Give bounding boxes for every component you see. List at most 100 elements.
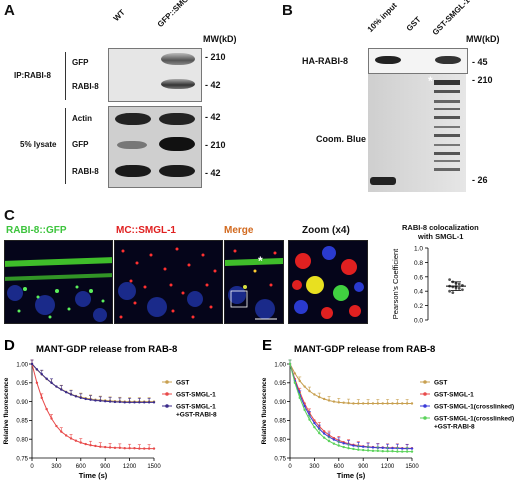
data-point — [138, 401, 141, 404]
data-point — [94, 399, 97, 402]
legend-label: GST — [176, 380, 189, 387]
lane-gfp-smgl1: GFP::SMGL-1 — [155, 0, 199, 30]
ip-row-gfp-label: GFP — [72, 58, 89, 67]
micrograph-zoom — [288, 240, 368, 324]
data-point — [386, 402, 389, 405]
xtick-label: 600 — [76, 464, 87, 470]
lysate-row-gfp-label: GFP — [72, 140, 89, 149]
data-point — [352, 444, 355, 447]
data-point — [381, 446, 384, 450]
mw-header-a: MW(kD) — [203, 34, 237, 44]
data-point — [40, 372, 43, 376]
xtick-label: 1200 — [123, 464, 137, 470]
ip-rabi8-band — [161, 79, 195, 89]
data-point — [35, 381, 39, 384]
data-point — [74, 395, 78, 398]
pulldown-input-band — [375, 56, 401, 64]
ip-row-rabi8-label: RABI-8 — [72, 82, 99, 91]
ytick-label: 0.95 — [16, 381, 28, 387]
red-dots-svg — [118, 247, 217, 319]
data-point — [342, 442, 345, 445]
legend-marker — [165, 392, 169, 396]
chart-title: MANT-GDP release from RAB-8 — [294, 344, 435, 355]
merge-dots-svg — [228, 249, 277, 320]
data-point — [371, 449, 375, 453]
coloc-ylabel: Pearson's Coefficient — [391, 248, 400, 319]
data-point — [298, 396, 301, 400]
data-point — [293, 381, 297, 384]
coloc-point — [457, 282, 461, 286]
xlabel: Time (s) — [79, 471, 108, 480]
lysate-rabi8-band-gfp — [159, 165, 195, 177]
lysate-gfp-band — [159, 137, 195, 151]
data-point — [376, 449, 380, 453]
xtick-label: 0 — [30, 464, 34, 470]
data-point — [104, 445, 107, 449]
panel-c-label: C — [4, 207, 15, 224]
data-point — [69, 393, 73, 396]
data-point — [55, 424, 58, 428]
data-point — [396, 450, 399, 453]
data-point — [410, 450, 414, 453]
data-point — [108, 446, 112, 449]
data-point — [362, 402, 365, 405]
data-point — [60, 388, 63, 391]
data-point — [313, 421, 316, 425]
data-point — [357, 402, 360, 405]
data-point — [303, 385, 306, 388]
data-point — [366, 449, 370, 452]
ip-gfp-band — [161, 53, 195, 65]
data-point — [40, 396, 43, 400]
gel-mw-26: - 26 — [472, 175, 488, 185]
data-point — [138, 447, 141, 450]
ytick-label: 0.90 — [16, 400, 28, 406]
legend-label: GST-SMGL-1(crosslinked) — [434, 416, 514, 423]
data-point — [133, 447, 136, 450]
title-merge: Merge — [224, 225, 254, 236]
ytick-label: 0.75 — [16, 456, 28, 462]
lane-input: 10% input — [365, 0, 399, 34]
data-point — [308, 389, 311, 393]
lysate-blot — [108, 106, 202, 188]
coloc-ytick-label: 0.8 — [414, 260, 423, 267]
legend-marker — [423, 404, 427, 408]
data-point — [99, 445, 102, 448]
data-point — [318, 395, 321, 399]
data-point — [362, 448, 365, 452]
ytick-label: 1.00 — [16, 362, 28, 368]
chart-title: MANT-GDP release from RAB-8 — [36, 344, 177, 355]
ylabel: Relative fluorescence — [3, 377, 10, 444]
ytick-label: 0.95 — [274, 381, 286, 387]
data-point — [84, 397, 87, 401]
data-point — [308, 418, 311, 421]
micrograph-merge — [224, 240, 284, 324]
data-point — [313, 393, 316, 396]
xlabel: Time (s) — [337, 471, 366, 480]
data-point — [332, 400, 336, 403]
coloc-title-line2: with SMGL-1 — [418, 232, 464, 241]
ylabel: Relative fluorescence — [261, 377, 268, 444]
series-line — [289, 363, 412, 404]
ip-mw-42: - 42 — [205, 80, 221, 90]
data-point — [322, 430, 326, 433]
data-point — [396, 402, 399, 405]
lysate-mw-42a: - 42 — [205, 112, 221, 122]
data-point — [303, 404, 306, 408]
ytick-label: 0.80 — [16, 438, 28, 444]
data-point — [94, 444, 97, 448]
data-point — [133, 401, 136, 404]
xtick-label: 300 — [309, 464, 320, 470]
data-point — [118, 400, 122, 404]
gel-bands-svg — [370, 80, 460, 185]
xtick-label: 1500 — [405, 464, 419, 470]
legend-label: +GST-RABI-8 — [176, 412, 217, 419]
data-point — [322, 397, 326, 401]
data-point — [113, 400, 117, 404]
data-point — [108, 400, 112, 403]
series-line — [289, 363, 412, 449]
data-point — [45, 377, 48, 380]
data-point — [104, 400, 107, 403]
data-point — [386, 450, 389, 453]
xtick-label: 600 — [334, 464, 345, 470]
data-point — [347, 401, 350, 405]
